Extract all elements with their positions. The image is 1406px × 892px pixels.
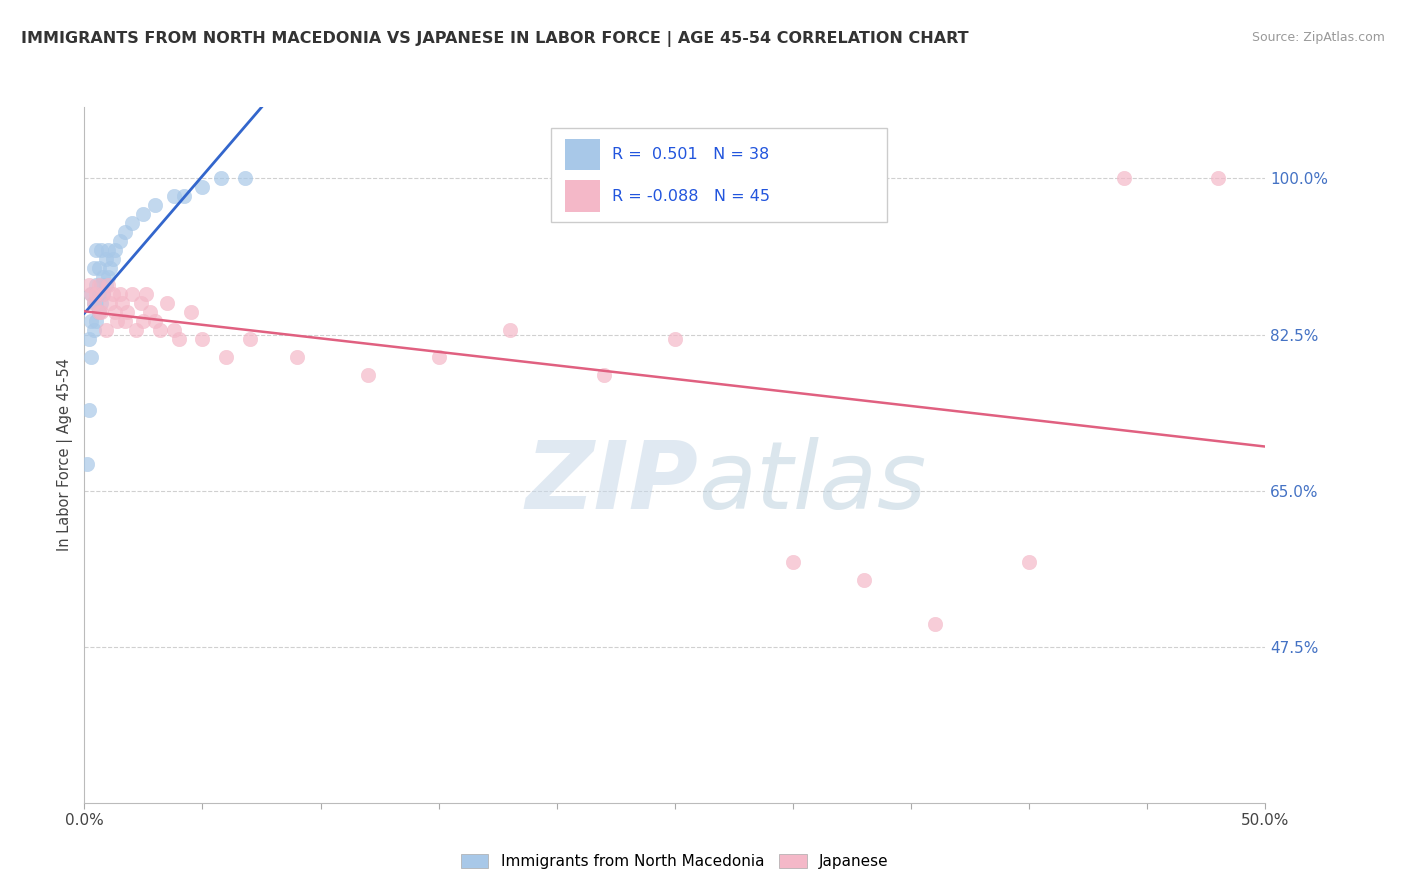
Point: [135, 287, 157, 301]
Point: [114, 314, 136, 328]
Point: [90, 296, 112, 310]
Point: [94, 323, 117, 337]
Point: [593, 368, 616, 382]
Point: [83, 260, 105, 275]
Point: [191, 180, 214, 194]
Point: [77, 403, 100, 417]
Point: [91, 287, 114, 301]
Point: [132, 207, 155, 221]
Point: [163, 189, 186, 203]
Point: [80, 287, 103, 301]
Point: [108, 287, 131, 301]
Point: [91, 269, 114, 284]
Point: [97, 243, 120, 257]
FancyBboxPatch shape: [551, 128, 887, 222]
Point: [87, 305, 110, 319]
Point: [104, 243, 127, 257]
Point: [852, 573, 875, 587]
Point: [114, 225, 136, 239]
Text: atlas: atlas: [699, 437, 927, 528]
Point: [132, 314, 155, 328]
Bar: [565, 138, 600, 170]
Point: [111, 296, 134, 310]
Point: [139, 305, 162, 319]
Point: [209, 171, 232, 186]
Point: [239, 332, 262, 346]
Text: R = -0.088   N = 45: R = -0.088 N = 45: [612, 188, 770, 203]
Point: [94, 252, 117, 266]
Point: [108, 234, 131, 248]
Point: [91, 287, 114, 301]
Point: [84, 296, 107, 310]
Point: [121, 216, 143, 230]
Y-axis label: In Labor Force | Age 45-54: In Labor Force | Age 45-54: [58, 359, 73, 551]
Point: [84, 278, 107, 293]
Point: [83, 323, 105, 337]
Point: [83, 296, 105, 310]
Point: [129, 296, 152, 310]
Point: [87, 305, 110, 319]
Point: [77, 278, 100, 293]
Point: [215, 350, 238, 364]
Point: [782, 555, 804, 569]
Text: R =  0.501   N = 38: R = 0.501 N = 38: [612, 147, 769, 161]
Point: [357, 368, 380, 382]
Point: [84, 314, 107, 328]
Point: [76, 457, 98, 471]
Point: [167, 332, 190, 346]
Point: [121, 287, 143, 301]
Point: [1112, 171, 1135, 186]
Text: IMMIGRANTS FROM NORTH MACEDONIA VS JAPANESE IN LABOR FORCE | AGE 45-54 CORRELATI: IMMIGRANTS FROM NORTH MACEDONIA VS JAPAN…: [21, 31, 969, 47]
Point: [97, 278, 120, 293]
Point: [97, 269, 120, 284]
Point: [156, 296, 179, 310]
Point: [87, 260, 110, 275]
Point: [83, 296, 105, 310]
Point: [149, 323, 172, 337]
Point: [90, 243, 112, 257]
Point: [104, 305, 127, 319]
Text: ZIP: ZIP: [526, 437, 699, 529]
Legend: Immigrants from North Macedonia, Japanese: Immigrants from North Macedonia, Japanes…: [456, 847, 894, 875]
Point: [80, 350, 103, 364]
Point: [90, 278, 112, 293]
Point: [77, 332, 100, 346]
Point: [191, 332, 214, 346]
Point: [115, 305, 138, 319]
Point: [173, 189, 195, 203]
Text: Source: ZipAtlas.com: Source: ZipAtlas.com: [1251, 31, 1385, 45]
Point: [664, 332, 686, 346]
Point: [924, 617, 946, 632]
Point: [180, 305, 202, 319]
Point: [98, 260, 121, 275]
Point: [1018, 555, 1040, 569]
Point: [285, 350, 308, 364]
Point: [125, 323, 148, 337]
Point: [143, 314, 166, 328]
Bar: [565, 180, 600, 211]
Point: [1206, 171, 1229, 186]
Point: [84, 287, 107, 301]
Point: [101, 287, 124, 301]
Point: [84, 243, 107, 257]
Point: [80, 287, 103, 301]
Point: [90, 305, 112, 319]
Point: [87, 287, 110, 301]
Point: [143, 198, 166, 212]
Point: [163, 323, 186, 337]
Point: [498, 323, 520, 337]
Point: [94, 278, 117, 293]
Point: [80, 314, 103, 328]
Point: [427, 350, 450, 364]
Point: [98, 296, 121, 310]
Point: [101, 252, 124, 266]
Point: [87, 278, 110, 293]
Point: [107, 314, 129, 328]
Point: [233, 171, 256, 186]
